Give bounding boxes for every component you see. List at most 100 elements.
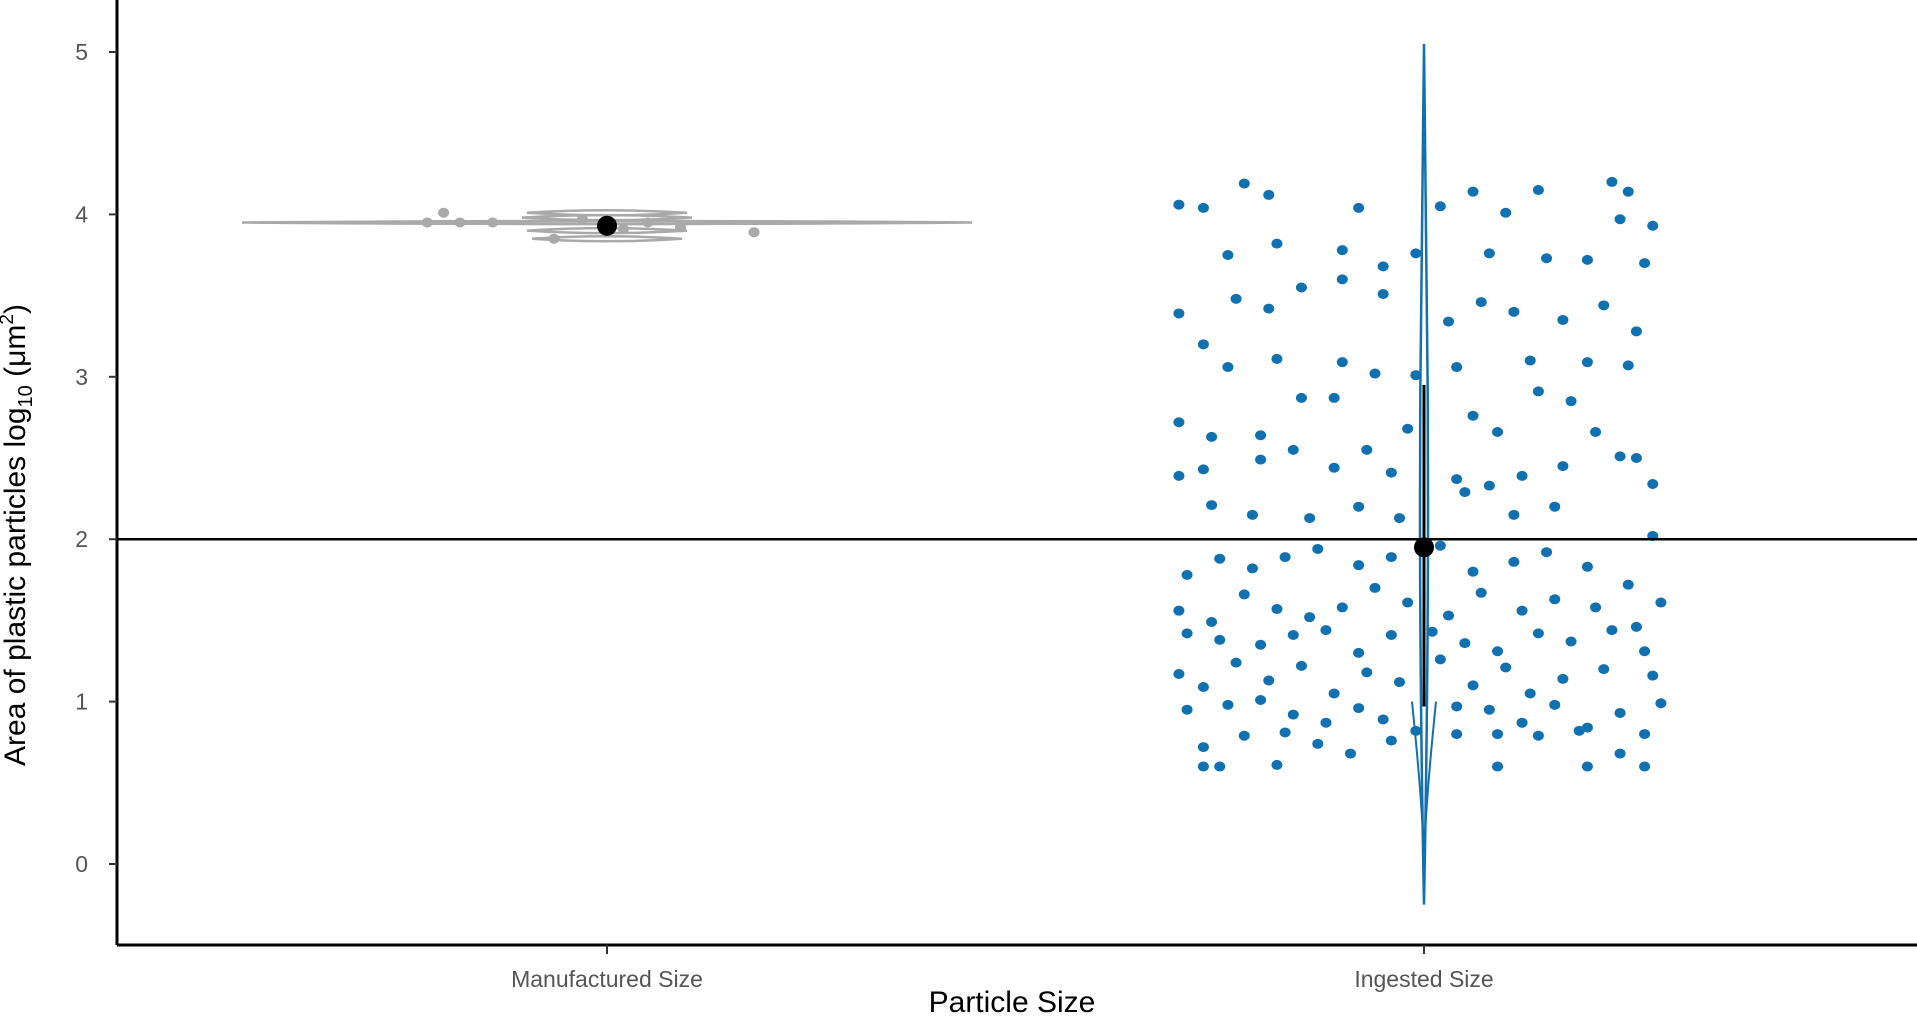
data-point-ingested bbox=[1565, 636, 1577, 647]
axes-layer bbox=[109, 0, 1917, 954]
data-point-manufactured bbox=[487, 217, 499, 228]
data-point-ingested bbox=[1508, 306, 1520, 317]
data-point-ingested bbox=[1451, 474, 1463, 485]
data-point-ingested bbox=[1508, 556, 1520, 567]
violin-layer bbox=[241, 43, 1437, 905]
data-point-ingested bbox=[1271, 353, 1283, 364]
data-point-ingested bbox=[1541, 547, 1553, 558]
data-point-ingested bbox=[1353, 647, 1365, 658]
data-point-ingested bbox=[1181, 704, 1193, 715]
mean-point bbox=[1414, 537, 1434, 558]
violin-ingested-lower bbox=[1411, 701, 1437, 856]
data-point-manufactured bbox=[617, 224, 629, 235]
data-point-ingested bbox=[1630, 326, 1642, 337]
data-point-ingested bbox=[1255, 694, 1267, 705]
data-point-ingested bbox=[1532, 628, 1544, 639]
data-point-ingested bbox=[1410, 370, 1422, 381]
data-point-ingested bbox=[1590, 427, 1602, 438]
data-point-ingested bbox=[1238, 178, 1250, 189]
data-point-ingested bbox=[1557, 673, 1569, 684]
data-point-ingested bbox=[1369, 368, 1381, 379]
data-point-ingested bbox=[1598, 664, 1610, 675]
data-point-ingested bbox=[1197, 761, 1209, 772]
data-point-ingested bbox=[1647, 220, 1659, 231]
data-point-ingested bbox=[1581, 254, 1593, 265]
data-point-ingested bbox=[1263, 189, 1275, 200]
data-point-ingested bbox=[1173, 417, 1185, 428]
data-point-ingested bbox=[1361, 444, 1373, 455]
data-point-ingested bbox=[1549, 699, 1561, 710]
data-point-ingested bbox=[1385, 735, 1397, 746]
data-point-ingested bbox=[1353, 202, 1365, 213]
data-point-ingested bbox=[1206, 431, 1218, 442]
data-point-ingested bbox=[1336, 245, 1348, 256]
data-point-manufactured bbox=[438, 207, 450, 218]
data-point-ingested bbox=[1402, 423, 1414, 434]
data-point-ingested bbox=[1483, 248, 1495, 259]
data-point-ingested bbox=[1549, 594, 1561, 605]
data-point-manufactured bbox=[576, 214, 588, 225]
data-point-ingested bbox=[1173, 605, 1185, 616]
data-point-ingested bbox=[1614, 214, 1626, 225]
violin-manufactured bbox=[531, 235, 683, 243]
data-point-ingested bbox=[1492, 427, 1504, 438]
data-point-ingested bbox=[1304, 513, 1316, 524]
data-point-ingested bbox=[1312, 738, 1324, 749]
data-point-manufactured bbox=[675, 222, 687, 233]
y-tick-labels: 0 1 2 3 4 5 bbox=[75, 39, 88, 877]
data-point-ingested bbox=[1508, 509, 1520, 520]
data-point-ingested bbox=[1549, 501, 1561, 512]
data-point-ingested bbox=[1516, 605, 1528, 616]
data-point-ingested bbox=[1426, 626, 1438, 637]
data-point-ingested bbox=[1312, 543, 1324, 554]
y-tick-label: 5 bbox=[75, 39, 88, 65]
data-point-ingested bbox=[1451, 729, 1463, 740]
data-point-ingested bbox=[1393, 677, 1405, 688]
data-point-ingested bbox=[1246, 563, 1258, 574]
data-point-ingested bbox=[1524, 355, 1536, 366]
y-tick-label: 1 bbox=[75, 689, 88, 715]
data-point-ingested bbox=[1377, 288, 1389, 299]
data-point-ingested bbox=[1181, 628, 1193, 639]
data-point-ingested bbox=[1287, 444, 1299, 455]
violin-manufactured bbox=[526, 209, 688, 217]
data-point-ingested bbox=[1328, 462, 1340, 473]
data-point-ingested bbox=[1353, 560, 1365, 571]
data-point-ingested bbox=[1581, 761, 1593, 772]
data-point-ingested bbox=[1614, 748, 1626, 759]
data-point-ingested bbox=[1222, 699, 1234, 710]
data-point-ingested bbox=[1639, 258, 1651, 269]
data-point-ingested bbox=[1361, 667, 1373, 678]
data-point-ingested bbox=[1590, 602, 1602, 613]
data-point-ingested bbox=[1279, 552, 1291, 563]
data-point-ingested bbox=[1328, 392, 1340, 403]
data-point-ingested bbox=[1197, 742, 1209, 753]
y-axis-title-subscript: 10 bbox=[15, 385, 37, 407]
data-point-ingested bbox=[1614, 451, 1626, 462]
data-point-ingested bbox=[1467, 410, 1479, 421]
data-point-ingested bbox=[1271, 759, 1283, 770]
data-point-ingested bbox=[1255, 454, 1267, 465]
data-point-ingested bbox=[1238, 589, 1250, 600]
data-point-ingested bbox=[1336, 357, 1348, 368]
data-point-ingested bbox=[1295, 660, 1307, 671]
data-point-ingested bbox=[1622, 579, 1634, 590]
data-point-ingested bbox=[1639, 646, 1651, 657]
y-tick-label: 4 bbox=[75, 201, 88, 227]
points-layer bbox=[421, 176, 1667, 772]
data-point-ingested bbox=[1287, 630, 1299, 641]
x-tick-label: Manufactured Size bbox=[511, 966, 703, 992]
data-point-ingested bbox=[1541, 253, 1553, 264]
data-point-ingested bbox=[1443, 610, 1455, 621]
data-point-ingested bbox=[1214, 553, 1226, 564]
data-point-manufactured bbox=[642, 217, 654, 228]
data-point-ingested bbox=[1492, 646, 1504, 657]
data-point-ingested bbox=[1492, 761, 1504, 772]
data-point-ingested bbox=[1451, 701, 1463, 712]
data-point-ingested bbox=[1173, 199, 1185, 210]
data-point-ingested bbox=[1434, 654, 1446, 665]
data-point-ingested bbox=[1287, 709, 1299, 720]
data-point-ingested bbox=[1483, 704, 1495, 715]
data-point-ingested bbox=[1197, 202, 1209, 213]
data-point-ingested bbox=[1467, 680, 1479, 691]
